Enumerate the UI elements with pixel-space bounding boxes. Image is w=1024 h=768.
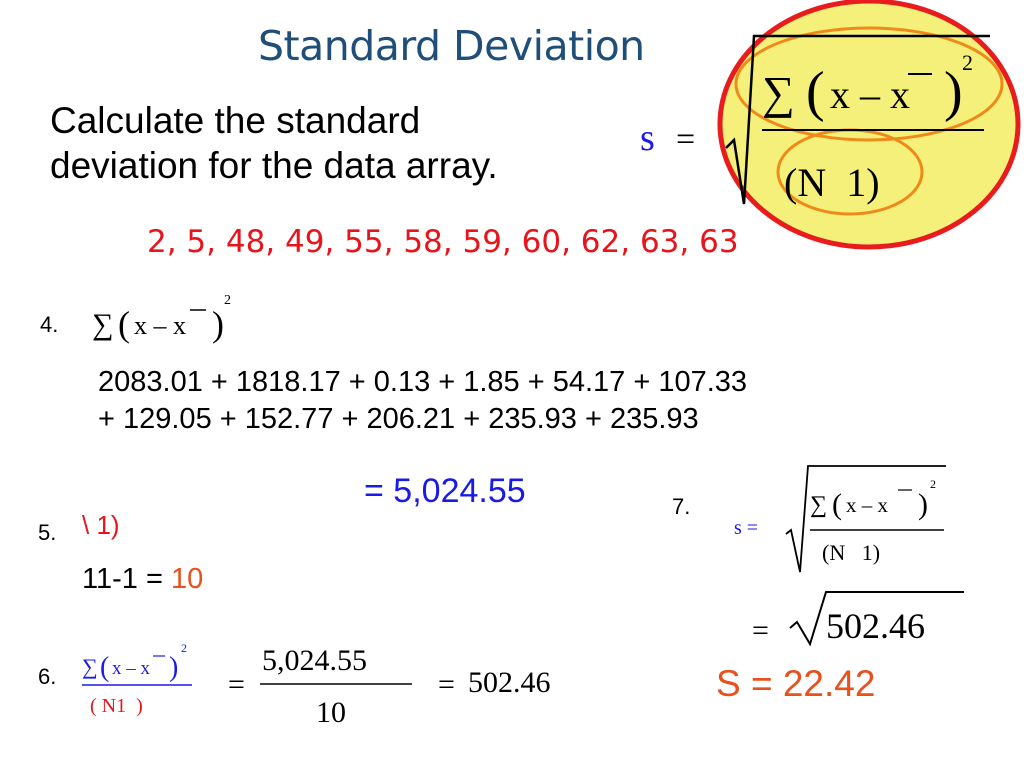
step-7-denominator: (N 1) [822,540,880,565]
step-5-calc-prefix: 11-1 = [82,563,171,595]
step-6-fraction-denominator: 10 [316,696,346,729]
step-5-expression: \ 1) [82,510,120,540]
step-6-label: 6. [38,664,57,689]
step-7-paren-left: ( [832,488,842,521]
step-7-sum-symbol: ∑ [810,492,827,518]
step-7-lhs: s = [734,517,758,539]
main-formula-lhs: s [640,117,655,159]
step-4-sum-line-2: + 129.05 + 152.77 + 206.21 + 235.93 + 23… [98,403,699,435]
main-formula-power: 2 [962,50,973,75]
intro-text: Calculate the standard deviation for the… [50,98,498,188]
step-4-paren-right: ) [212,304,224,344]
main-formula-sum-symbol: ∑ [762,67,795,118]
step-4-sum-terms: 2083.01 + 1818.17 + 0.13 + 1.85 + 54.17 … [98,364,747,438]
main-formula-paren-left: ( [806,61,825,123]
highlight-circle-outer [717,0,1021,250]
intro-line-2: deviation for the data array. [50,145,498,186]
step-7-sqrt-value: 502.46 [826,606,925,646]
step-7-paren-right: ) [918,488,928,521]
final-answer: S = 22.42 [716,663,876,704]
step-6-paren-right: ) [169,652,178,683]
step-4-sum-line-1: 2083.01 + 1818.17 + 0.13 + 1.85 + 54.17 … [98,366,748,398]
slide-title: Standard Deviation [258,22,645,70]
step-6-result: 502.46 [468,666,551,699]
main-formula-numerator: x – x [830,72,910,117]
step-4-result: = 5,024.55 [364,472,526,510]
step-6-sum-symbol: ∑ [82,654,98,679]
step-5-label: 5. [38,520,57,545]
step-7-power: 2 [930,477,936,491]
data-array: 2, 5, 48, 49, 55, 58, 59, 60, 62, 63, 63 [147,224,739,260]
step-4-numerator: x – x [134,311,186,340]
step-4-power: 2 [224,293,231,308]
step-6-paren-left: ( [100,652,109,683]
step-6-eq-1: = [228,668,245,701]
step-6-denominator: ( N1 ) [90,695,143,717]
step-5-calc: 11-1 = 10 [82,563,203,596]
step-7-eq: = [752,614,769,647]
step-7-sqrt-radical [789,591,964,647]
step-4-label: 4. [40,312,59,337]
main-formula-eq: = [676,121,695,158]
step-6-numerator: x – x [112,658,151,679]
step-4-sum-symbol: ∑ [92,308,113,341]
step-6-fraction-numerator: 5,024.55 [262,644,367,677]
step-4-paren-left: ( [118,304,130,344]
step-7-label: 7. [672,494,691,519]
step-7-radical [785,465,946,573]
main-formula-denominator: (N 1) [784,160,880,205]
main-formula-paren-right: ) [944,61,963,123]
main-formula-radical [725,34,990,205]
intro-line-1: Calculate the standard [50,100,421,141]
step-5-calc-result: 10 [170,563,204,595]
highlight-ellipse-numerator [734,26,1004,142]
step-6-eq-2: = [438,668,455,701]
step-7-numerator: x – x [846,493,889,517]
step-6-power: 2 [181,641,187,655]
